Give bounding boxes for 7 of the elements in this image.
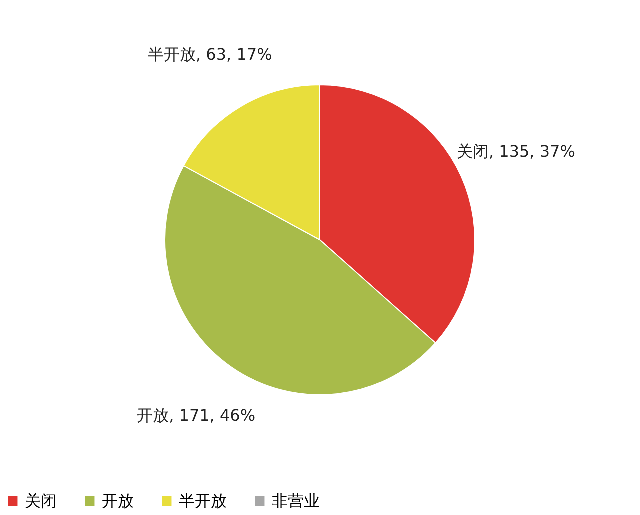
legend-label: 开放 (102, 491, 134, 510)
legend-label: 非营业 (272, 491, 320, 510)
data-label: 半开放, 63, 17% (148, 45, 272, 64)
data-label: 开放, 171, 46% (137, 406, 256, 425)
legend-label: 关闭 (25, 491, 57, 510)
legend-label: 半开放 (179, 491, 227, 510)
data-label: 关闭, 135, 37% (456, 142, 576, 162)
